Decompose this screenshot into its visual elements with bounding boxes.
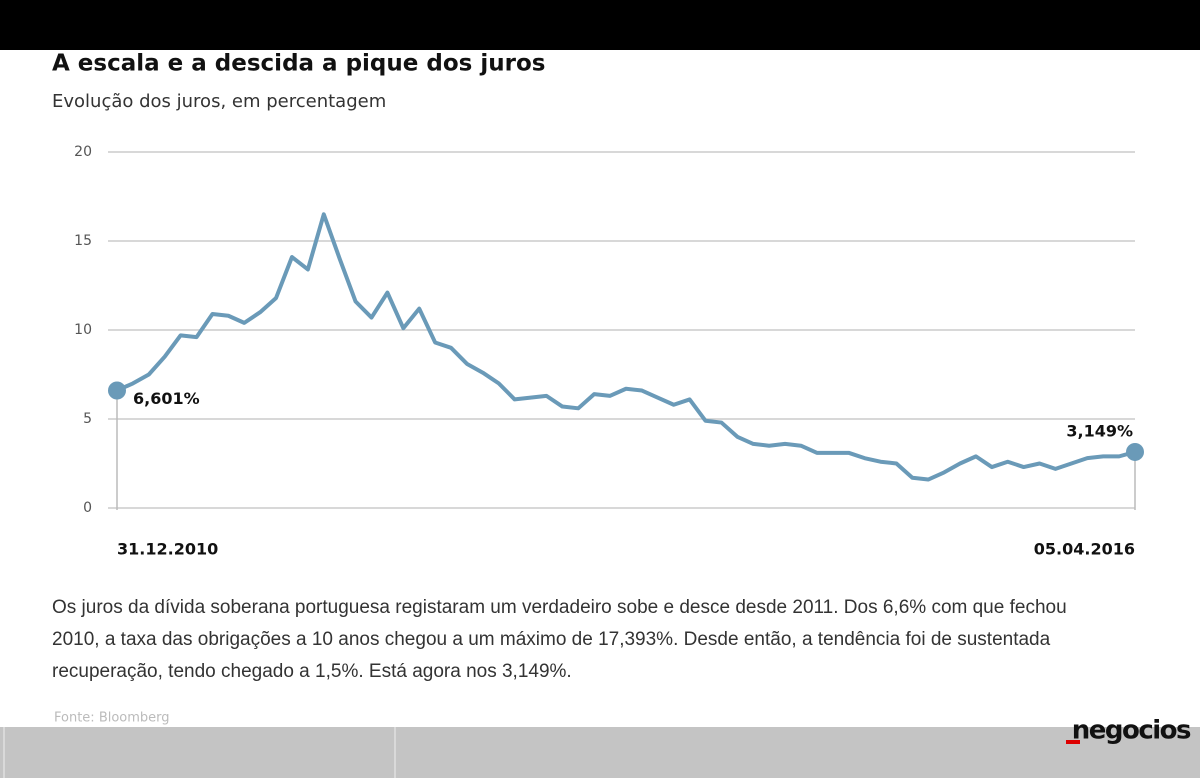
y-tick-label: 5 — [83, 411, 92, 427]
brand-logo: negocios — [1072, 716, 1191, 746]
bottom-bar — [0, 727, 1200, 778]
source: Fonte: Bloomberg — [54, 711, 170, 726]
end-point — [1126, 442, 1144, 461]
y-tick-label: 15 — [74, 233, 92, 249]
logo-accent — [1066, 740, 1080, 744]
chart-subtitle: Evolução dos juros, em percentagem — [52, 91, 386, 112]
x-tick-label: 05.04.2016 — [1034, 540, 1135, 559]
x-tick-label: 31.12.2010 — [117, 540, 218, 559]
y-tick-label: 0 — [83, 500, 92, 516]
data-label: 6,601% — [133, 389, 200, 408]
description: Os juros da dívida soberana portuguesa r… — [52, 597, 1067, 682]
series-line — [116, 212, 1136, 482]
top-bar — [0, 0, 1200, 50]
data-label: 3,149% — [1066, 421, 1133, 440]
y-tick-label: 10 — [74, 322, 92, 338]
end-point — [108, 381, 126, 400]
chart-title: A escala e a descida a pique dos juros — [52, 51, 545, 77]
y-tick-label: 20 — [74, 144, 92, 160]
